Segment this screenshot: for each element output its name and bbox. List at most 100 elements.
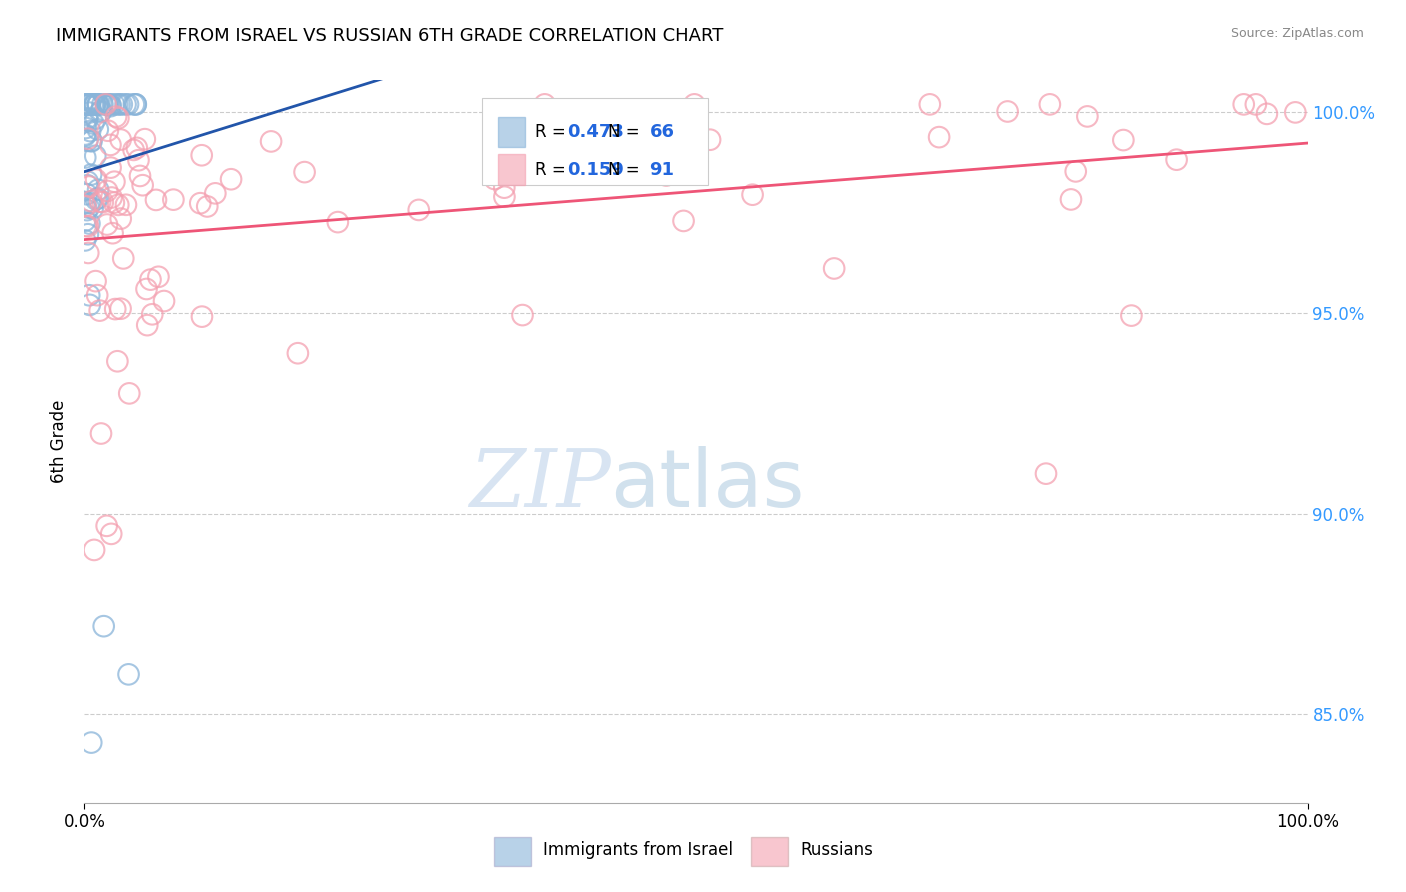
- Text: 66: 66: [650, 123, 675, 141]
- Point: [129, 169, 152, 183]
- Point: [512, 308, 534, 322]
- Point: [90, 103, 112, 118]
- Point: [918, 97, 941, 112]
- Text: IMMIGRANTS FROM ISRAEL VS RUSSIAN 6TH GRADE CORRELATION CHART: IMMIGRANTS FROM ISRAEL VS RUSSIAN 6TH GR…: [56, 27, 724, 45]
- Point: [1035, 467, 1057, 481]
- Point: [76, 187, 98, 202]
- Point: [84, 97, 107, 112]
- Point: [1166, 153, 1188, 167]
- Point: [103, 195, 125, 210]
- Point: [94, 97, 117, 112]
- Point: [93, 619, 115, 633]
- Point: [79, 298, 101, 312]
- Point: [84, 192, 107, 206]
- FancyBboxPatch shape: [498, 117, 524, 147]
- Point: [125, 97, 148, 112]
- Point: [669, 136, 692, 151]
- Text: 0.159: 0.159: [568, 161, 624, 178]
- Point: [76, 178, 98, 193]
- Point: [79, 196, 101, 211]
- Point: [84, 149, 107, 163]
- Text: N =: N =: [607, 161, 645, 178]
- Point: [75, 97, 97, 112]
- Point: [1256, 107, 1278, 121]
- Point: [141, 307, 163, 321]
- Point: [104, 302, 127, 317]
- Point: [408, 202, 430, 217]
- Point: [103, 97, 125, 112]
- Point: [741, 187, 763, 202]
- Point: [76, 175, 98, 189]
- Point: [533, 97, 555, 112]
- Point: [83, 543, 105, 558]
- Point: [79, 97, 101, 112]
- FancyBboxPatch shape: [494, 837, 531, 865]
- Point: [73, 213, 96, 227]
- Point: [107, 111, 129, 125]
- Point: [107, 97, 129, 112]
- Point: [76, 112, 98, 127]
- Point: [823, 261, 845, 276]
- Point: [112, 252, 135, 266]
- Point: [80, 168, 103, 182]
- Point: [86, 97, 108, 112]
- Point: [75, 120, 97, 135]
- Point: [1064, 164, 1087, 178]
- Point: [98, 97, 121, 112]
- Point: [110, 132, 132, 146]
- Text: ZIP: ZIP: [468, 446, 610, 524]
- Point: [76, 112, 98, 126]
- Point: [287, 346, 309, 360]
- Point: [87, 97, 110, 112]
- Point: [91, 195, 114, 210]
- Point: [84, 97, 107, 112]
- Point: [107, 198, 129, 212]
- Y-axis label: 6th Grade: 6th Grade: [51, 400, 69, 483]
- Text: 91: 91: [650, 161, 675, 178]
- Point: [76, 203, 98, 218]
- Point: [80, 134, 103, 148]
- Point: [80, 134, 103, 148]
- Text: Source: ZipAtlas.com: Source: ZipAtlas.com: [1230, 27, 1364, 40]
- Point: [131, 178, 153, 193]
- Point: [105, 110, 128, 124]
- Text: R =: R =: [534, 161, 571, 178]
- Point: [153, 294, 176, 309]
- Point: [997, 104, 1019, 119]
- Point: [494, 190, 516, 204]
- Point: [1121, 309, 1143, 323]
- Point: [79, 124, 101, 138]
- Point: [89, 104, 111, 119]
- Point: [122, 143, 145, 157]
- Text: Russians: Russians: [800, 841, 873, 859]
- Point: [294, 165, 316, 179]
- Point: [73, 233, 96, 247]
- Point: [100, 99, 122, 113]
- Point: [100, 137, 122, 152]
- Point: [494, 180, 516, 194]
- Point: [89, 303, 111, 318]
- Point: [191, 310, 214, 324]
- Point: [77, 288, 100, 302]
- Point: [111, 97, 134, 112]
- Point: [219, 172, 242, 186]
- Point: [1284, 105, 1306, 120]
- Point: [77, 179, 100, 194]
- Point: [101, 226, 124, 240]
- Point: [699, 133, 721, 147]
- FancyBboxPatch shape: [751, 837, 787, 865]
- Point: [79, 217, 101, 231]
- Point: [110, 301, 132, 316]
- Point: [77, 201, 100, 215]
- Point: [73, 128, 96, 143]
- Point: [655, 169, 678, 183]
- Point: [76, 134, 98, 148]
- Point: [127, 153, 149, 168]
- Point: [135, 282, 157, 296]
- Point: [87, 97, 110, 112]
- Point: [96, 97, 118, 112]
- Point: [260, 135, 283, 149]
- Point: [195, 199, 218, 213]
- Point: [124, 97, 146, 112]
- Point: [76, 98, 98, 112]
